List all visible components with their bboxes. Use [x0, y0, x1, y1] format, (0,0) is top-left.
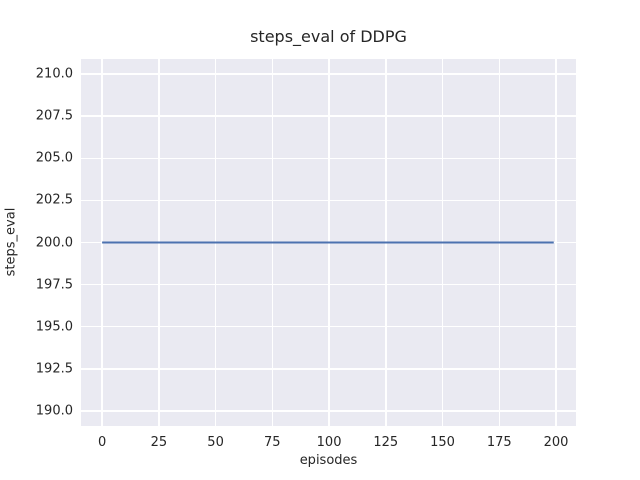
gridline-horizontal: [81, 115, 576, 117]
gridline-horizontal: [81, 199, 576, 202]
y-tick-label: 205.0: [35, 150, 73, 166]
gridline-horizontal: [81, 368, 576, 370]
x-tick-label: 75: [264, 435, 281, 450]
x-tick-label: 200: [543, 435, 569, 450]
y-tick-label: 207.5: [35, 108, 73, 124]
x-tick-label: 0: [97, 435, 107, 450]
y-tick-label: 200.0: [35, 235, 73, 250]
x-axis-label: episodes: [299, 453, 358, 468]
x-tick-label: 125: [373, 435, 399, 450]
x-tick-label: 150: [430, 435, 455, 450]
x-tick-label: 25: [150, 435, 168, 450]
gridline-horizontal: [81, 73, 576, 75]
y-tick-label: 195.0: [35, 319, 73, 335]
y-tick-label: 190.0: [35, 403, 73, 419]
y-tick-label: 197.5: [35, 277, 73, 293]
gridline-horizontal: [81, 325, 576, 328]
x-tick-label: 100: [316, 435, 342, 450]
y-tick-label: 210.0: [35, 66, 73, 82]
x-tick-label: 175: [486, 435, 512, 450]
x-tick-label: 50: [207, 435, 224, 450]
y-tick-label: 202.5: [35, 192, 73, 208]
gridline-horizontal: [81, 283, 576, 286]
gridline-horizontal: [81, 157, 576, 160]
chart-title: steps_eval of DDPG: [250, 27, 407, 46]
plot-area: [81, 59, 576, 426]
y-tick-label: 192.5: [35, 361, 73, 377]
y-axis-label: steps_eval: [3, 207, 19, 277]
line-series-svg: [102, 241, 554, 244]
gridline-horizontal: [81, 410, 576, 412]
